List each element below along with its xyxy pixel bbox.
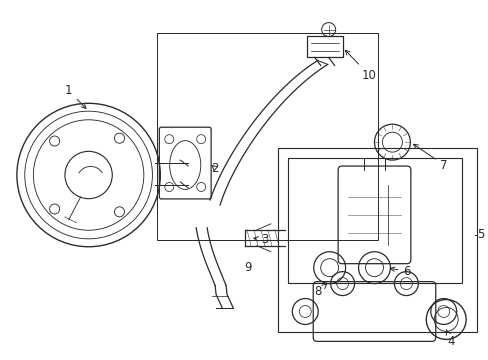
Text: 6: 6: [389, 265, 410, 278]
Text: 1: 1: [65, 84, 86, 108]
Bar: [277, 148, 476, 332]
Text: 7: 7: [413, 144, 447, 172]
Bar: [287, 158, 461, 283]
Text: 10: 10: [345, 50, 376, 82]
Text: 9: 9: [244, 261, 251, 274]
Text: 8: 8: [313, 284, 326, 298]
Text: 5: 5: [476, 228, 484, 241]
Text: 4: 4: [446, 329, 454, 348]
Text: 2: 2: [211, 162, 219, 175]
Bar: [306, 36, 342, 58]
Bar: [157, 32, 378, 240]
Text: 3: 3: [253, 233, 268, 246]
